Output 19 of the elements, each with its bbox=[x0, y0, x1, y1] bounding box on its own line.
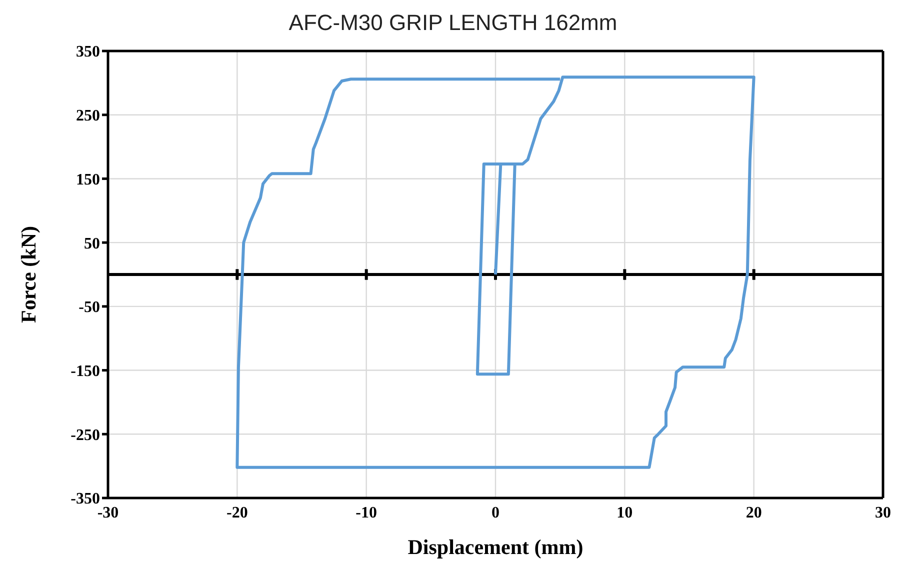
y-axis-title: Force (kN) bbox=[16, 226, 40, 323]
y-tick-label: -350 bbox=[70, 490, 100, 508]
y-tick-label: 150 bbox=[76, 171, 100, 188]
x-axis-title: Displacement (mm) bbox=[408, 535, 584, 559]
x-tick-label: -10 bbox=[356, 504, 377, 522]
y-tick-label: 50 bbox=[84, 235, 100, 252]
y-tick-label: 350 bbox=[76, 44, 100, 61]
y-tick-label: -150 bbox=[70, 362, 100, 380]
y-tick-label: -250 bbox=[70, 426, 100, 444]
x-tick-label: 20 bbox=[746, 504, 762, 522]
chart-title: AFC-M30 GRIP LENGTH 162mm bbox=[288, 9, 618, 37]
x-tick-label: -20 bbox=[226, 504, 248, 522]
y-tick-label: 250 bbox=[76, 108, 100, 125]
x-tick-label: 10 bbox=[616, 504, 633, 522]
line-series bbox=[236, 76, 756, 469]
y-tick-label: -50 bbox=[78, 299, 100, 316]
x-tick-label: -30 bbox=[97, 504, 119, 522]
x-tick-label: 0 bbox=[492, 504, 500, 522]
x-tick-label: 30 bbox=[875, 504, 891, 522]
